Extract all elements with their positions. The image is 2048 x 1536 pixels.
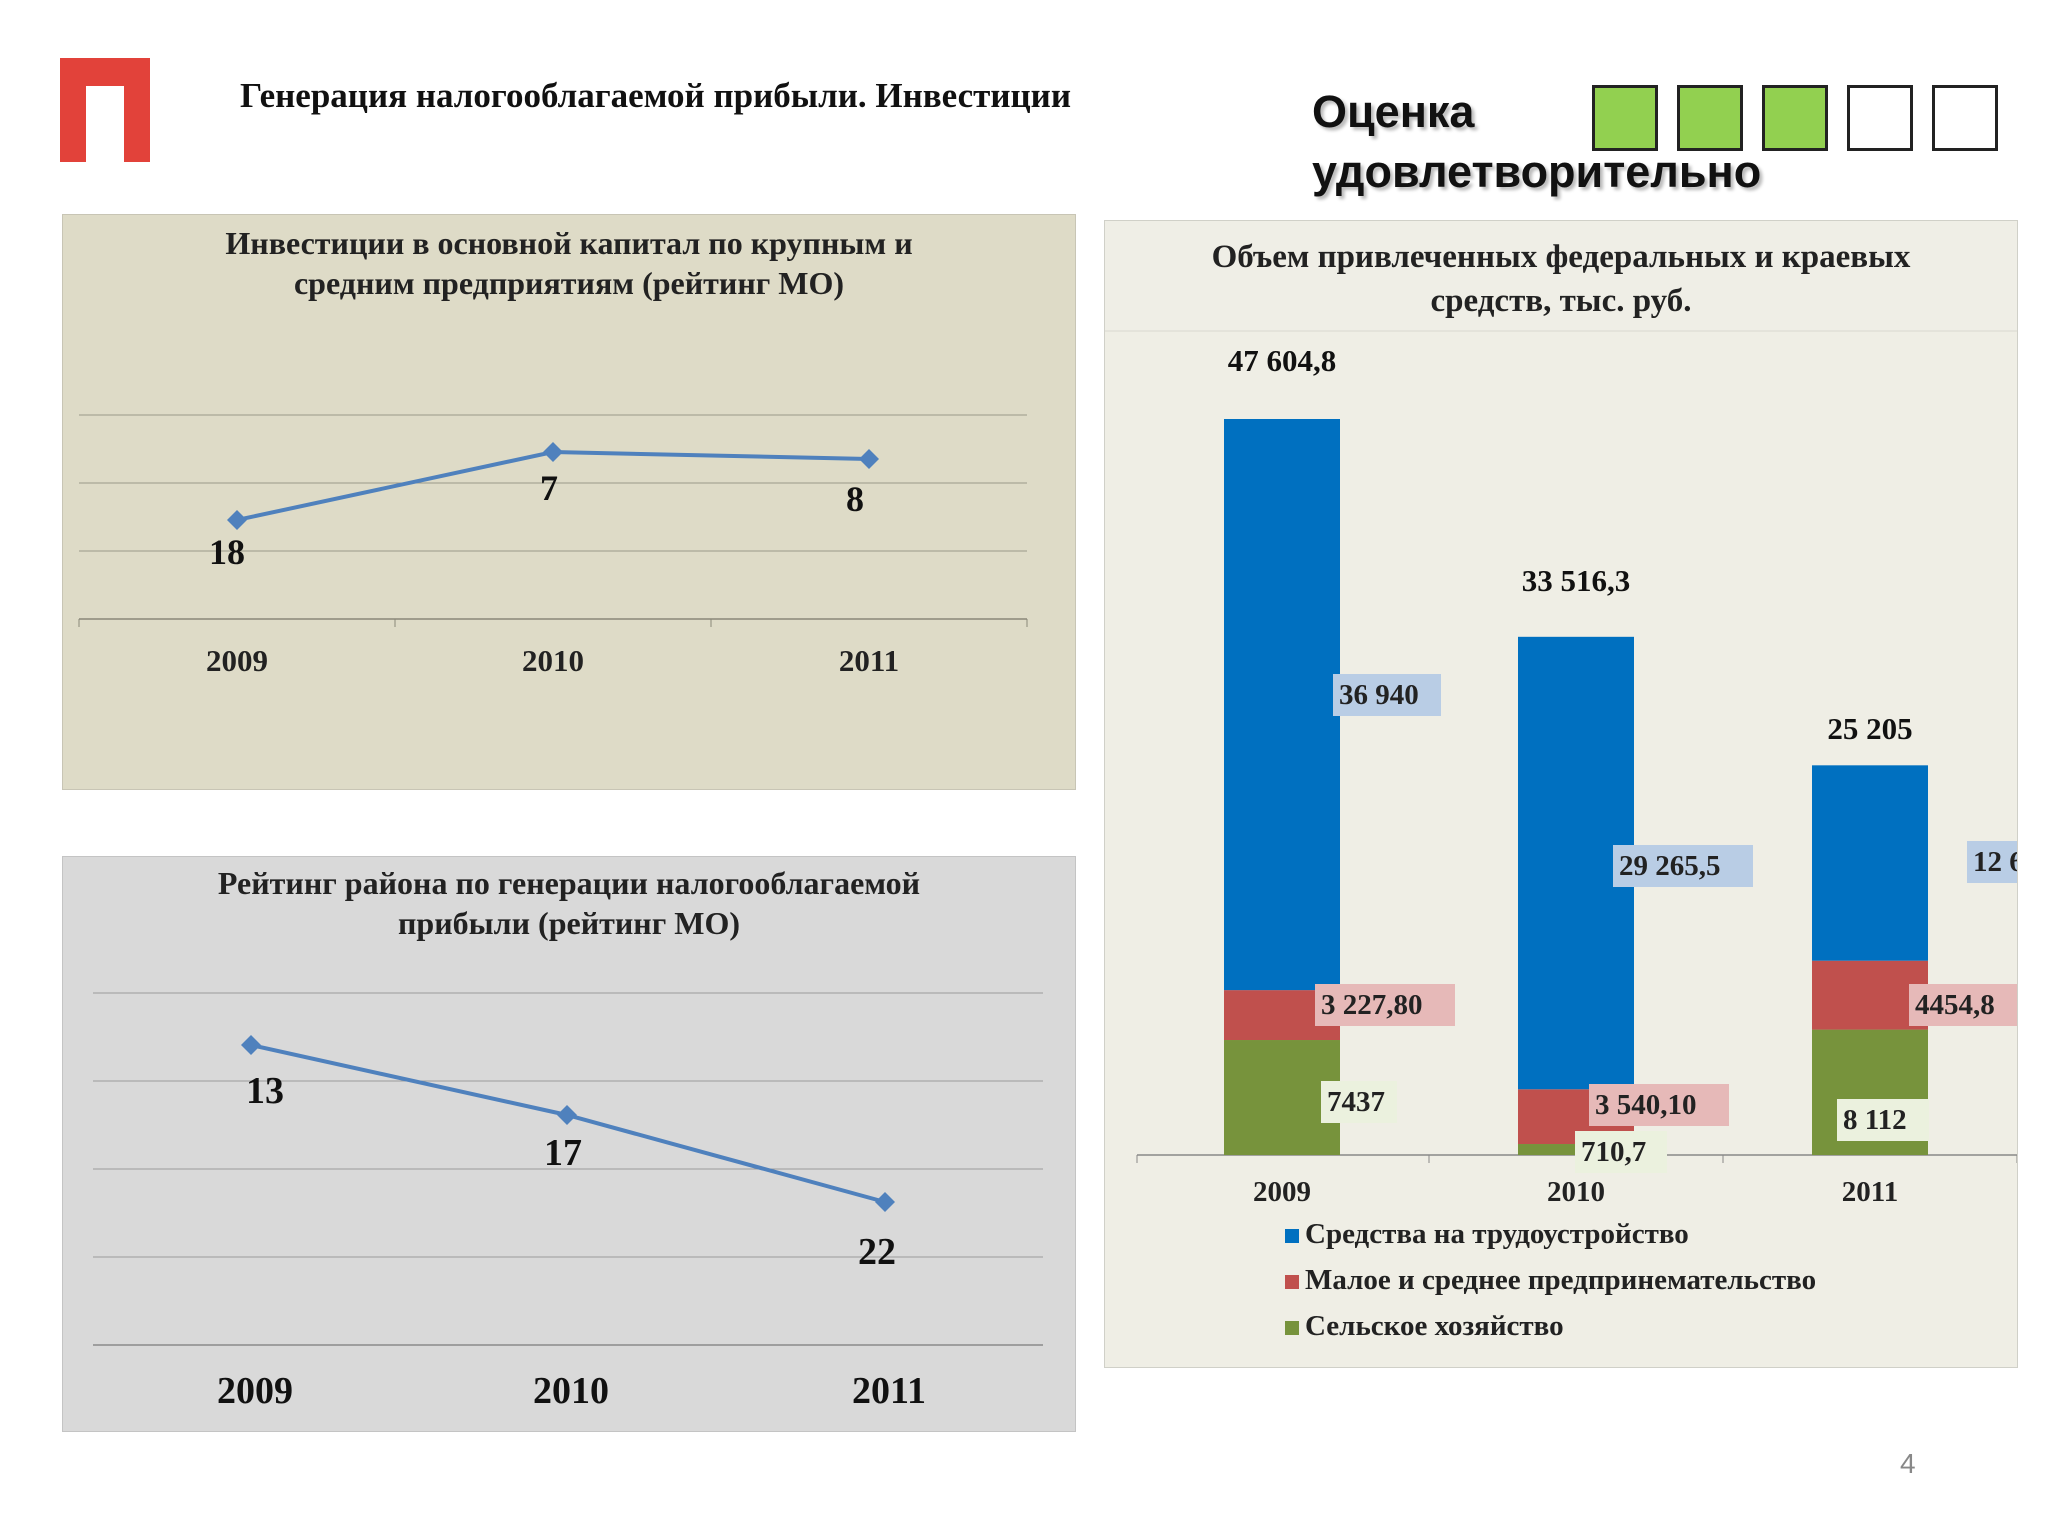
chart3-title: Объем привлеченных федеральных и краевых… — [1211, 239, 1911, 319]
data-label: 36 940 — [1339, 679, 1419, 711]
logo-icon-right — [124, 58, 150, 162]
funding-chart-panel: Объем привлеченных федеральных и краевых… — [1104, 220, 2018, 1368]
rating-square-1 — [1592, 85, 1658, 151]
data-label-bg — [1315, 984, 1455, 1026]
data-point — [557, 1105, 577, 1125]
data-label-bg — [1967, 841, 2017, 883]
data-label-bg — [1837, 1099, 1929, 1141]
data-label: 3 227,80 — [1321, 989, 1423, 1021]
x-tick-label: 2011 — [839, 643, 899, 678]
data-label: 22 — [858, 1231, 896, 1273]
slide-title: Генерация налогооблагаемой прибыли. Инве… — [240, 76, 1072, 115]
profit-chart-panel: Рейтинг района по генерации налогооблага… — [62, 856, 1076, 1432]
data-point — [227, 510, 247, 530]
data-label: 17 — [544, 1132, 582, 1174]
funding-stacked-bar-chart: 7437 710,7 8 112 3 227,80 3 540,10 4454,8 36 9… — [1105, 330, 2017, 1367]
data-label-bg — [1589, 1084, 1729, 1126]
legend-swatch — [1285, 1275, 1299, 1289]
legend-label: Сельское хозяйство — [1305, 1310, 1564, 1342]
legend-label: Малое и среднее предпринемательство — [1305, 1264, 1816, 1296]
data-label-bg — [1909, 984, 2017, 1026]
data-point — [875, 1192, 895, 1212]
bar-segment — [1812, 960, 1928, 1030]
legend-swatch — [1285, 1229, 1299, 1243]
data-label: 13 — [246, 1070, 284, 1112]
data-label-bg — [1333, 674, 1441, 716]
data-label: 4454,8 — [1915, 989, 1995, 1021]
chart1-title: Инвестиции в основной капитал по крупным… — [225, 225, 913, 301]
data-point — [241, 1035, 261, 1055]
x-tick-label: 2009 — [206, 643, 268, 678]
data-label: 29 265,5 — [1619, 850, 1721, 882]
data-label: 710,7 — [1581, 1136, 1646, 1168]
data-label: 12 638,1 — [1973, 846, 2017, 878]
total-label: 25 205 — [1827, 711, 1912, 746]
x-tick-label: 2010 — [1547, 1176, 1605, 1208]
x-tick-label: 2009 — [217, 1370, 293, 1412]
data-label: 8 — [846, 479, 864, 519]
investment-chart-panel: Инвестиции в основной капитал по крупным… — [62, 214, 1076, 790]
rating-label: Оценка удовлетворительно — [1312, 82, 1761, 202]
data-label-bg — [1613, 845, 1753, 887]
investment-line-chart: 18 7 8 2009 2010 2011 — [78, 414, 1028, 678]
data-label-bg — [1575, 1131, 1667, 1173]
x-tick-label: 2010 — [522, 643, 584, 678]
data-point — [859, 449, 879, 469]
page-number: 4 — [1900, 1448, 1916, 1479]
legend-swatch — [1285, 1321, 1299, 1335]
data-label: 18 — [209, 532, 245, 572]
total-label: 33 516,3 — [1522, 563, 1631, 598]
total-label: 47 604,8 — [1228, 343, 1337, 378]
legend-label: Средства на трудоустройство — [1305, 1218, 1689, 1250]
bar-segment — [1812, 765, 1928, 961]
x-tick-label: 2011 — [852, 1370, 926, 1412]
profit-line-chart: 13 17 22 2009 2010 2011 — [93, 992, 1043, 1412]
rating-label-line1: Оценка — [1312, 86, 1475, 137]
rating-square-4 — [1847, 85, 1913, 151]
data-label: 7437 — [1327, 1086, 1385, 1118]
data-label: 8 112 — [1843, 1104, 1907, 1136]
x-tick-label: 2011 — [1842, 1176, 1898, 1208]
bar-segment — [1224, 419, 1340, 991]
chart2-title: Рейтинг района по генерации налогооблага… — [217, 865, 921, 941]
rating-square-2 — [1677, 85, 1743, 151]
bar-segment — [1224, 1040, 1340, 1155]
data-label: 7 — [540, 468, 558, 508]
rating-square-5 — [1932, 85, 1998, 151]
data-point — [543, 442, 563, 462]
x-tick-label: 2009 — [1253, 1176, 1311, 1208]
data-label: 3 540,10 — [1595, 1089, 1697, 1121]
x-tick-label: 2010 — [533, 1370, 609, 1412]
data-label-bg — [1321, 1081, 1397, 1123]
rating-square-3 — [1762, 85, 1828, 151]
rating-label-line2: удовлетворительно — [1312, 146, 1762, 197]
